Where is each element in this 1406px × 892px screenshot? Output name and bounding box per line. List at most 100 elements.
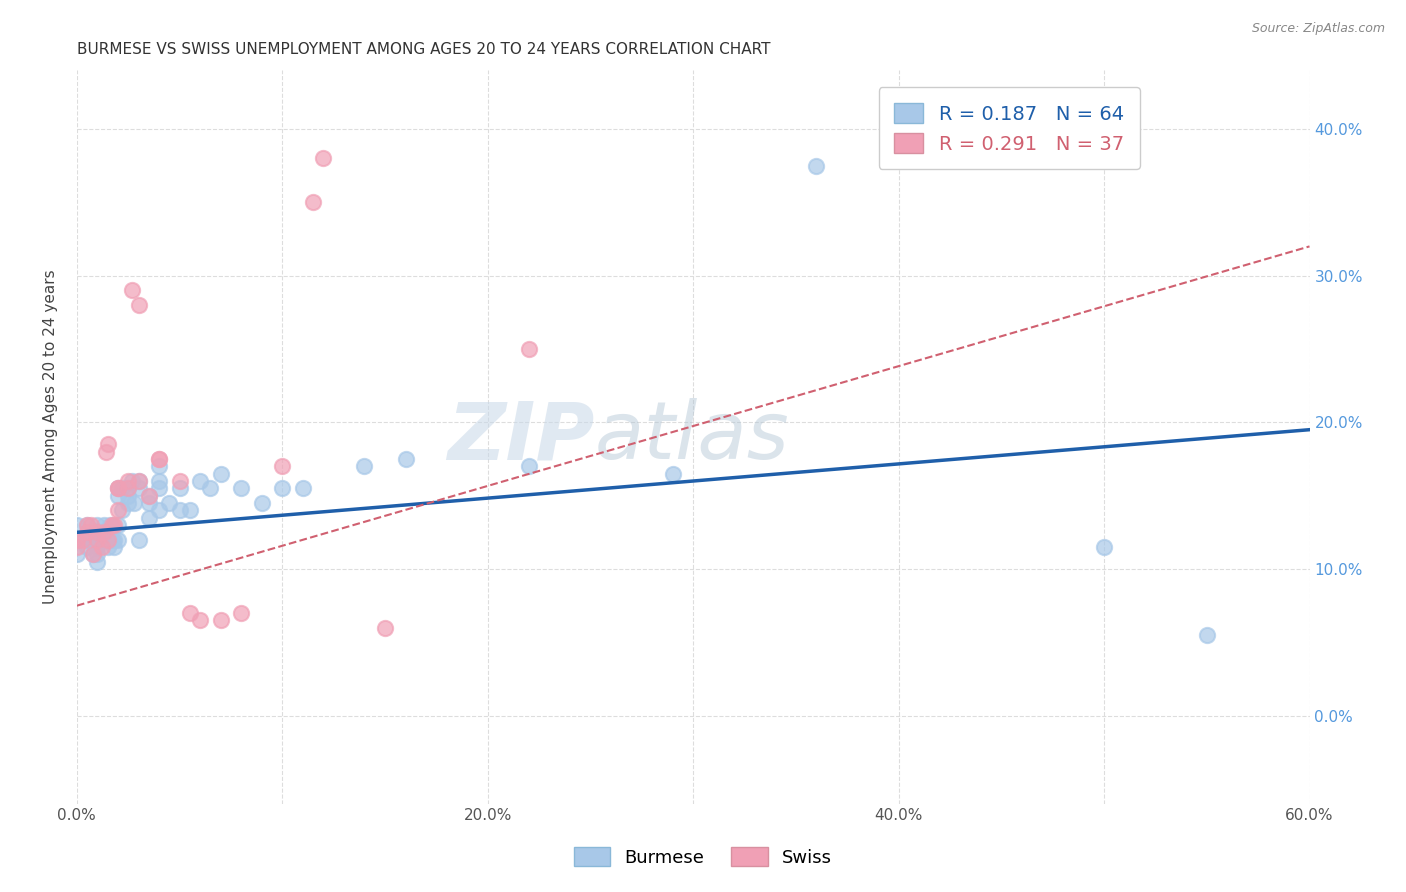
Point (1195, 628, 1218, 642)
Point (97, 533, 120, 547)
Point (117, 474, 139, 488)
Point (128, 474, 150, 488)
Legend: Burmese, Swiss: Burmese, Swiss (567, 840, 839, 874)
Point (107, 518, 129, 533)
Point (302, 195, 325, 210)
Point (76, 525, 98, 540)
Point (107, 533, 129, 547)
Point (107, 481, 129, 495)
Point (80, 533, 103, 547)
Point (117, 489, 139, 503)
Point (209, 613, 232, 627)
Point (148, 481, 170, 495)
Point (271, 481, 294, 495)
Point (374, 621, 396, 635)
Point (86, 525, 108, 540)
Point (209, 467, 232, 481)
Point (117, 481, 139, 495)
Point (90, 540, 112, 554)
Point (97, 437, 120, 451)
Point (231, 481, 253, 495)
Point (291, 481, 314, 495)
Point (111, 503, 134, 517)
Point (97, 533, 120, 547)
Point (82, 533, 104, 547)
Point (148, 474, 170, 488)
Point (90, 525, 112, 540)
Point (117, 496, 139, 510)
Point (179, 503, 201, 517)
Point (66, 518, 89, 533)
Point (312, 152, 335, 166)
Point (231, 606, 253, 620)
Point (188, 474, 211, 488)
Point (138, 510, 160, 524)
Point (82, 547, 104, 561)
Text: Source: ZipAtlas.com: Source: ZipAtlas.com (1251, 22, 1385, 36)
Point (148, 452, 170, 467)
Point (169, 503, 191, 517)
Point (86, 525, 108, 540)
Point (353, 459, 375, 474)
Point (128, 533, 150, 547)
Point (517, 342, 540, 356)
Point (200, 481, 222, 495)
Point (1092, 540, 1115, 554)
Point (76, 518, 98, 533)
Point (101, 533, 124, 547)
Point (179, 606, 201, 620)
Point (97, 540, 120, 554)
Point (138, 496, 160, 510)
Y-axis label: Unemployment Among Ages 20 to 24 years: Unemployment Among Ages 20 to 24 years (44, 269, 58, 605)
Point (271, 459, 294, 474)
Point (101, 518, 124, 533)
Point (169, 474, 191, 488)
Point (103, 518, 125, 533)
Point (121, 284, 143, 298)
Text: ZIP: ZIP (447, 398, 595, 476)
Point (90, 533, 112, 547)
Point (86, 533, 108, 547)
Point (76, 518, 98, 533)
Point (66, 533, 89, 547)
Text: atlas: atlas (595, 398, 789, 476)
Point (103, 533, 125, 547)
Point (66, 533, 89, 547)
Point (72, 533, 94, 547)
Point (98, 525, 121, 540)
Point (94, 444, 117, 458)
Point (138, 489, 160, 503)
Point (86, 518, 108, 533)
Point (148, 459, 170, 474)
Point (128, 298, 150, 312)
Point (93, 518, 115, 533)
Point (107, 503, 129, 517)
Point (98, 518, 121, 533)
Point (107, 489, 129, 503)
Text: BURMESE VS SWISS UNEMPLOYMENT AMONG AGES 20 TO 24 YEARS CORRELATION CHART: BURMESE VS SWISS UNEMPLOYMENT AMONG AGES… (77, 42, 770, 57)
Point (76, 533, 98, 547)
Legend: R = 0.187   N = 64, R = 0.291   N = 37: R = 0.187 N = 64, R = 0.291 N = 37 (879, 87, 1139, 169)
Point (76, 540, 98, 554)
Point (148, 503, 170, 517)
Point (82, 547, 104, 561)
Point (86, 540, 108, 554)
Point (66, 540, 89, 554)
Point (107, 481, 129, 495)
Point (250, 496, 273, 510)
Point (117, 481, 139, 495)
Point (86, 555, 108, 569)
Point (188, 613, 211, 627)
Point (157, 496, 180, 510)
Point (517, 459, 540, 474)
Point (806, 159, 828, 173)
Point (124, 496, 146, 510)
Point (128, 481, 150, 495)
Point (138, 489, 160, 503)
Point (80, 518, 103, 533)
Point (86, 547, 108, 561)
Point (148, 452, 170, 467)
Point (93, 533, 115, 547)
Point (107, 481, 129, 495)
Point (394, 452, 416, 467)
